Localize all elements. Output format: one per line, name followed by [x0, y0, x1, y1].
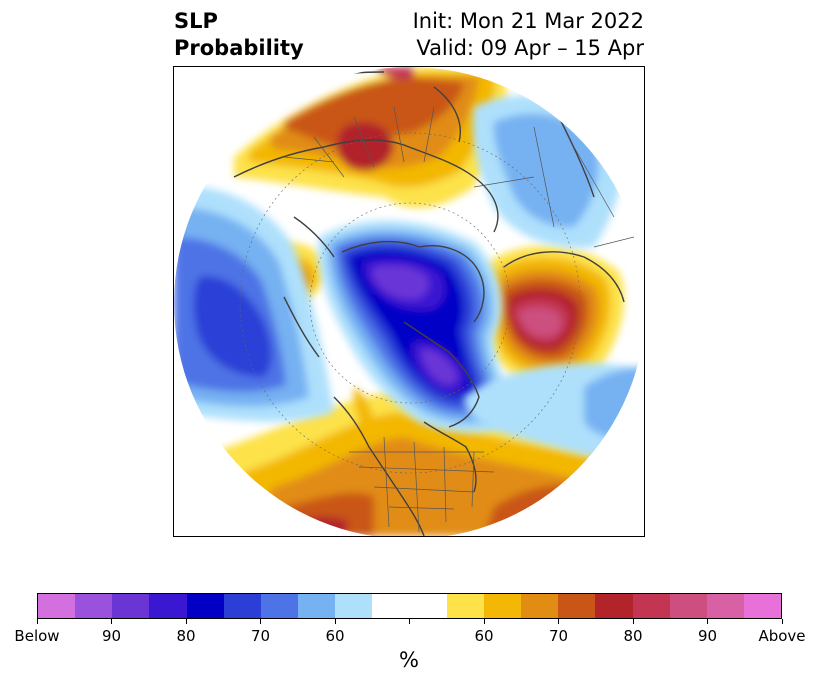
colorbar-tick	[111, 619, 112, 624]
colorbar-swatch	[372, 594, 410, 618]
colorbar-swatch	[409, 594, 447, 618]
colorbar-swatch	[186, 594, 224, 618]
colorbar-tick-label: 70	[548, 627, 569, 645]
valid-range: Valid: 09 Apr – 15 Apr	[416, 36, 644, 60]
colorbar-tick	[781, 619, 783, 624]
colorbar-tick-label: 70	[250, 627, 271, 645]
date-info: Init: Mon 21 Mar 2022 Valid: 09 Apr – 15…	[413, 8, 644, 62]
colorbar-tick	[36, 619, 38, 624]
above-region-atlantic	[479, 245, 625, 391]
colorbar-tick	[483, 619, 485, 624]
colorbar-tick-label: Above	[758, 627, 806, 645]
below-region-pacific	[174, 186, 334, 422]
colorbar-tick	[409, 619, 410, 624]
colorbar-swatch	[75, 594, 113, 618]
colorbar-swatch	[112, 594, 150, 618]
variable-name: SLP	[174, 9, 218, 33]
colorbar-swatch	[632, 594, 670, 618]
colorbar-tick-label: Below	[14, 627, 60, 645]
colorbar-swatch	[38, 594, 76, 618]
probability-map	[174, 67, 644, 536]
map-panel	[173, 66, 645, 537]
colorbar-swatch	[743, 594, 782, 618]
colorbar-tick	[185, 619, 187, 624]
colorbar-tick-label: 80	[176, 627, 196, 645]
below-region-arctic	[318, 220, 519, 433]
colorbar	[37, 593, 782, 619]
variable-title: SLP Probability	[174, 8, 304, 62]
colorbar-swatch	[223, 594, 261, 618]
latitude-lines	[239, 132, 581, 474]
colorbar-swatch	[298, 594, 336, 618]
colorbar-tick	[632, 619, 634, 624]
colorbar-tick-label: 90	[101, 627, 122, 645]
colorbar-swatch	[595, 594, 633, 618]
colorbar-swatch	[446, 594, 484, 618]
colorbar-swatch	[335, 594, 373, 618]
colorbar-tick-label: 60	[325, 627, 345, 645]
colorbar-tick-label: 80	[623, 627, 643, 645]
borders	[283, 106, 635, 533]
colorbar-swatch	[706, 594, 744, 618]
init-date: Init: Mon 21 Mar 2022	[412, 9, 644, 33]
colorbar-tick	[558, 619, 559, 624]
colorbar-swatch	[521, 594, 559, 618]
colorbar-tick-label: 60	[474, 627, 494, 645]
colorbar-swatch	[483, 594, 522, 618]
colorbar-tick	[260, 619, 261, 624]
colorbar-tick	[334, 619, 336, 624]
colorbar-swatch	[558, 594, 596, 618]
colorbar-swatch	[669, 594, 707, 618]
variable-type: Probability	[174, 36, 304, 60]
colorbar-swatch	[149, 594, 187, 618]
colorbar-tick	[707, 619, 708, 624]
colorbar-tick-label: 90	[697, 627, 718, 645]
colorbar-unit: %	[399, 648, 419, 672]
colorbar-swatch	[260, 594, 299, 618]
